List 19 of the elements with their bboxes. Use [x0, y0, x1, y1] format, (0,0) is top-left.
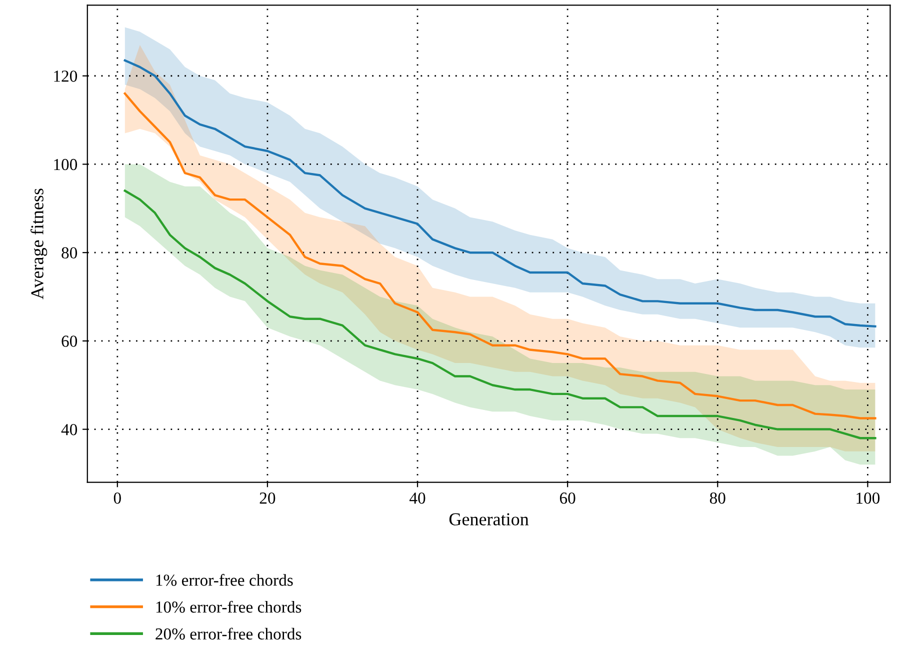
x-tick-label: 60 [560, 492, 576, 504]
y-tick-label: 80 [62, 247, 78, 259]
line-series [124, 92, 876, 420]
x-tick-label: 80 [710, 492, 726, 504]
legend-label: 20% error-free chords [156, 628, 302, 640]
x-tick-label: 100 [856, 492, 880, 504]
legend-label: 10% error-free chords [156, 600, 302, 613]
y-tick-label: 40 [61, 424, 78, 436]
y-tick-label: 60 [62, 336, 78, 347]
y-axis-title: Average fitness [30, 188, 48, 300]
line-series [124, 59, 876, 328]
x-tick-label: 0 [114, 492, 121, 504]
line-series [124, 190, 876, 440]
x-tick-label: 20 [260, 492, 276, 504]
legend-label: 1% error-free chords [156, 574, 293, 586]
y-tick-label: 100 [54, 158, 78, 170]
x-tick-label: 40 [410, 492, 426, 504]
y-tick-label: 120 [54, 70, 78, 82]
x-axis-title: Generation [449, 513, 529, 526]
